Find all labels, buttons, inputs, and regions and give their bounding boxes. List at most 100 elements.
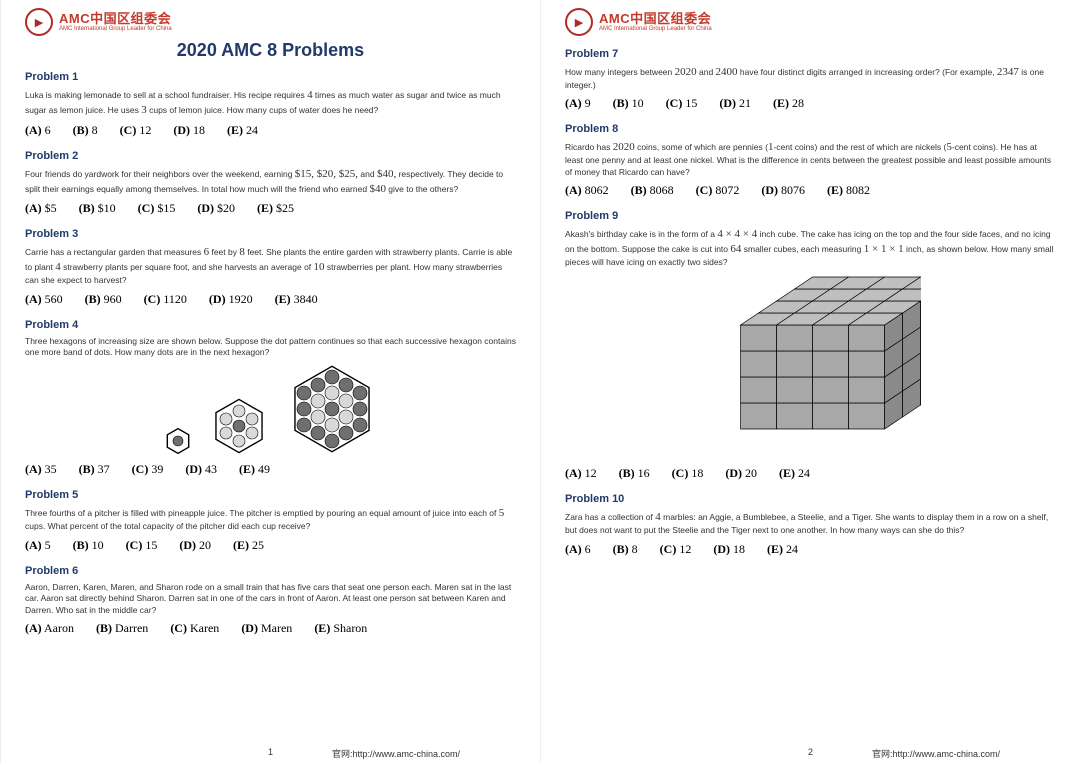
choice-B: (B) 16: [619, 466, 650, 481]
choice-C: (C) Karen: [170, 621, 219, 636]
brand-header: AMC中国区组委会 AMC International Group Leader…: [565, 8, 1056, 36]
choice-E: (E) 24: [227, 123, 258, 138]
choice-D: (D) $20: [197, 201, 235, 216]
choice-A: (A) 560: [25, 292, 63, 307]
problem-6: Problem 6 Aaron, Darren, Karen, Maren, a…: [25, 565, 516, 636]
footer-url: 官网:http://www.amc-china.com/: [872, 747, 1000, 760]
choice-B: (B) 8: [73, 123, 98, 138]
answer-choices: (A) 560(B) 960(C) 1120(D) 1920(E) 3840: [25, 292, 516, 307]
choice-C: (C) 15: [666, 96, 698, 111]
problem-text: Three fourths of a pitcher is filled wit…: [25, 506, 516, 532]
choice-A: (A) 35: [25, 462, 57, 477]
brand-header: AMC中国区组委会 AMC International Group Leader…: [25, 8, 516, 36]
problem-label: Problem 5: [25, 489, 516, 501]
choice-C: (C) 18: [672, 466, 704, 481]
brand-subtitle: AMC International Group Leader for China: [599, 26, 712, 32]
problem-2: Problem 2 Four friends do yardwork for t…: [25, 150, 516, 217]
choice-A: (A) 8062: [565, 183, 609, 198]
brand-logo: [565, 8, 593, 36]
choice-B: (B) 8068: [631, 183, 674, 198]
choice-A: (A) 12: [565, 466, 597, 481]
answer-choices: (A) Aaron (B) Darren (C) Karen (D) Maren (E)…: [25, 621, 516, 636]
choice-B: (B) Darren: [96, 621, 148, 636]
choice-A: (A) 6: [25, 123, 51, 138]
answer-choices: (A) 5(B) 10(C) 15(D) 20(E) 25: [25, 538, 516, 553]
choice-A: (A) $5: [25, 201, 57, 216]
problem-text: Three hexagons of increasing size are sh…: [25, 336, 516, 359]
answer-choices: (A) $5(B) $10(C) $15(D) $20(E) $25: [25, 201, 516, 216]
page-number: 1: [268, 747, 273, 757]
choice-D: (D) 8076: [761, 183, 805, 198]
choice-E: (E) Sharon: [314, 621, 367, 636]
problem-label: Problem 1: [25, 71, 516, 83]
choice-B: (B) 10: [73, 538, 104, 553]
problem-text: Ricardo has 2020 coins, some of which ar…: [565, 140, 1056, 178]
choice-C: (C) 39: [132, 462, 164, 477]
choice-E: (E) 24: [779, 466, 810, 481]
problem-7: Problem 7 How many integers between 2020…: [565, 48, 1056, 111]
page-left: AMC中国区组委会 AMC International Group Leader…: [0, 0, 540, 763]
problem-label: Problem 7: [565, 48, 1056, 60]
choice-E: (E) 49: [239, 462, 270, 477]
choice-C: (C) 8072: [696, 183, 740, 198]
answer-choices: (A) 35(B) 37(C) 39(D) 43(E) 49: [25, 462, 516, 477]
brand-title: AMC中国区组委会: [599, 12, 712, 26]
problem-label: Problem 4: [25, 319, 516, 331]
choice-E: (E) 24: [767, 542, 798, 557]
problem-label: Problem 3: [25, 228, 516, 240]
problem-label: Problem 9: [565, 210, 1056, 222]
page-title: 2020 AMC 8 Problems: [25, 40, 516, 61]
problem-label: Problem 10: [565, 493, 1056, 505]
problem-text: Akash's birthday cake is in the form of …: [565, 227, 1056, 268]
problem-text: Luka is making lemonade to sell at a sch…: [25, 88, 516, 118]
problem-label: Problem 8: [565, 123, 1056, 135]
problem-label: Problem 6: [25, 565, 516, 577]
answer-choices: (A) 9(B) 10(C) 15(D) 21(E) 28: [565, 96, 1056, 111]
problem-9: Problem 9 Akash's birthday cake is in th…: [565, 210, 1056, 481]
problem-text: Four friends do yardwork for their neigh…: [25, 167, 516, 197]
choice-D: (D) 20: [725, 466, 757, 481]
problem-text: Carrie has a rectangular garden that mea…: [25, 245, 516, 286]
problem-5: Problem 5 Three fourths of a pitcher is …: [25, 489, 516, 552]
problem-8: Problem 8 Ricardo has 2020 coins, some o…: [565, 123, 1056, 198]
choice-C: (C) 1120: [144, 292, 187, 307]
answer-choices: (A) 12 (B) 16 (C) 18 (D) 20 (E) 24: [565, 466, 1056, 481]
choice-A: (A) 6: [565, 542, 591, 557]
page-number: 2: [808, 747, 813, 757]
choice-A: (A) 9: [565, 96, 591, 111]
cube-figure: [701, 276, 921, 456]
choice-B: (B) 960: [85, 292, 122, 307]
problem-label: Problem 2: [25, 150, 516, 162]
choice-D: (D) 1920: [209, 292, 253, 307]
choice-E: (E) 28: [773, 96, 804, 111]
brand-subtitle: AMC International Group Leader for China: [59, 26, 172, 32]
choice-E: (E) $25: [257, 201, 294, 216]
choice-B: (B) 8: [613, 542, 638, 557]
brand-logo: [25, 8, 53, 36]
choice-C: (C) 12: [120, 123, 152, 138]
hexagon-figure: [25, 364, 516, 454]
answer-choices: (A) 6 (B) 8 (C) 12 (D) 18 (E) 24: [25, 123, 516, 138]
choice-E: (E) 25: [233, 538, 264, 553]
brand-title: AMC中国区组委会: [59, 12, 172, 26]
problem-text: Aaron, Darren, Karen, Maren, and Sharon …: [25, 582, 516, 616]
page-right: AMC中国区组委会 AMC International Group Leader…: [540, 0, 1080, 763]
choice-E: (E) 8082: [827, 183, 870, 198]
choice-B: (B) 37: [79, 462, 110, 477]
choice-A: (A) 5: [25, 538, 51, 553]
answer-choices: (A) 6(B) 8(C) 12(D) 18(E) 24: [565, 542, 1056, 557]
problem-text: How many integers between 2020 and 2400 …: [565, 65, 1056, 91]
page-footer: 2 官网:http://www.amc-china.com/: [541, 747, 1080, 757]
choice-B: (B) 10: [613, 96, 644, 111]
choice-D: (D) Maren: [241, 621, 292, 636]
footer-url: 官网:http://www.amc-china.com/: [332, 747, 460, 760]
choice-C: (C) 15: [126, 538, 158, 553]
problem-4: Problem 4 Three hexagons of increasing s…: [25, 319, 516, 478]
choice-A: (A) Aaron: [25, 621, 74, 636]
choice-D: (D) 18: [173, 123, 205, 138]
choice-C: (C) $15: [138, 201, 176, 216]
problem-3: Problem 3 Carrie has a rectangular garde…: [25, 228, 516, 306]
problem-10: Problem 10 Zara has a collection of 4 ma…: [565, 493, 1056, 556]
choice-C: (C) 12: [660, 542, 692, 557]
answer-choices: (A) 8062 (B) 8068 (C) 8072 (D) 8076 (E) 8082: [565, 183, 1056, 198]
